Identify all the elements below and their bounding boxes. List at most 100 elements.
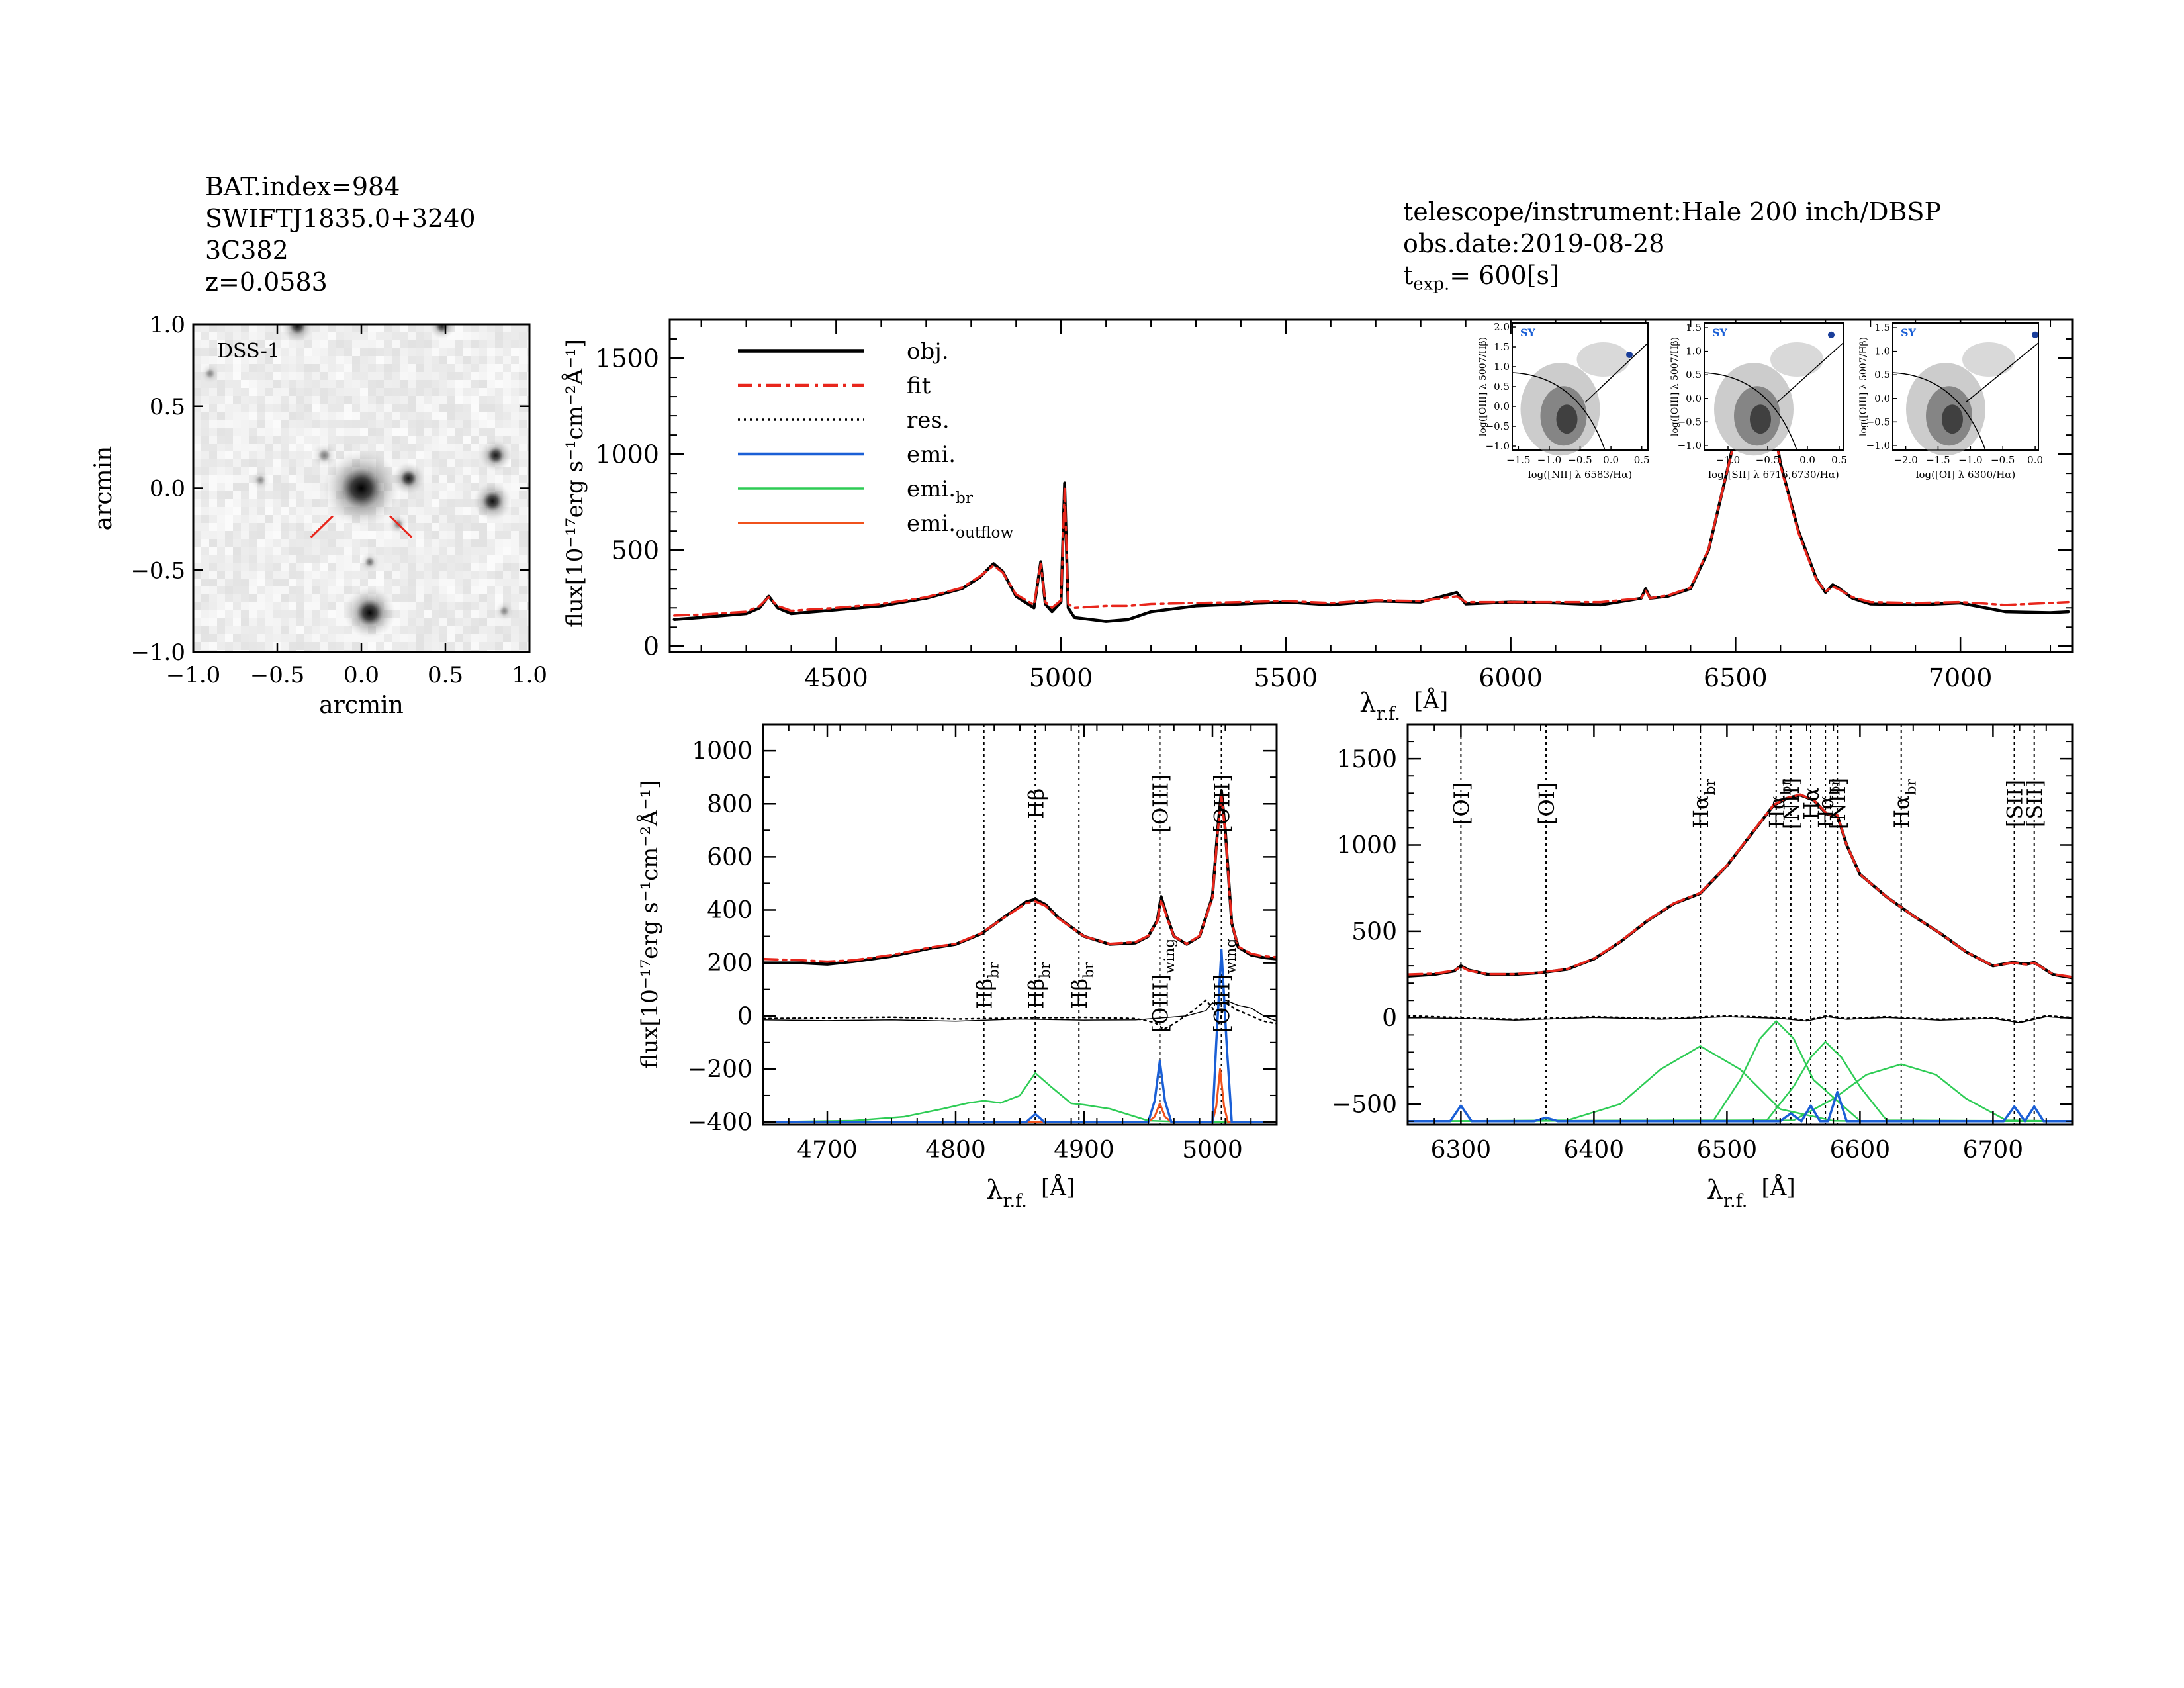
dss-noise-pixel <box>201 642 209 650</box>
dss-source <box>487 447 504 464</box>
hbeta-frame <box>762 723 1278 1126</box>
dss-noise-pixel <box>281 340 289 348</box>
hbeta-xtick-label: 4800 <box>925 1137 986 1164</box>
dss-noise-pixel <box>241 579 249 586</box>
dss-noise-pixel <box>439 372 447 380</box>
dss-noise-pixel <box>408 428 416 436</box>
dss-noise-pixel <box>209 499 217 507</box>
dss-noise-pixel <box>495 356 503 364</box>
dss-noise-pixel <box>336 428 344 436</box>
dss-noise-pixel <box>273 586 281 594</box>
dss-noise-pixel <box>241 483 249 491</box>
dss-noise-pixel <box>424 420 432 428</box>
dss-noise-pixel <box>400 618 408 626</box>
halpha-xlabel-main: λ <box>1707 1175 1723 1205</box>
dss-noise-pixel <box>527 436 529 444</box>
dss-noise-pixel <box>447 602 455 610</box>
dss-noise-pixel <box>257 348 265 356</box>
dss-noise-pixel <box>312 483 320 491</box>
halpha-xtick-label: 6400 <box>1564 1137 1625 1164</box>
dss-noise-pixel <box>400 634 408 642</box>
dss-noise-pixel <box>265 555 273 563</box>
dss-noise-pixel <box>320 404 328 412</box>
dss-noise-pixel <box>296 555 304 563</box>
dss-noise-pixel <box>320 618 328 626</box>
dss-noise-pixel <box>495 626 503 634</box>
dss-noise-pixel <box>424 586 432 594</box>
dss-noise-pixel <box>487 579 495 586</box>
dss-noise-pixel <box>225 634 233 642</box>
dss-noise-pixel <box>225 507 233 515</box>
dss-noise-pixel <box>201 499 209 507</box>
dss-noise-pixel <box>336 348 344 356</box>
dss-noise-pixel <box>312 467 320 475</box>
dss-noise-pixel <box>408 555 416 563</box>
dss-noise-pixel <box>289 356 296 364</box>
dss-noise-pixel <box>439 467 447 475</box>
dss-noise-pixel <box>241 475 249 483</box>
dss-noise-pixel <box>217 436 225 444</box>
dss-noise-pixel <box>320 555 328 563</box>
dss-noise-pixel <box>201 324 209 332</box>
dss-noise-pixel <box>328 579 336 586</box>
dss-noise-pixel <box>201 507 209 515</box>
hbeta-marker-label: [OIII]wing <box>1210 939 1240 1033</box>
dss-noise-pixel <box>384 348 392 356</box>
dss-noise-pixel <box>281 372 289 380</box>
dss-noise-pixel <box>519 459 527 467</box>
dss-noise-pixel <box>455 356 463 364</box>
dss-noise-pixel <box>479 324 487 332</box>
dss-noise-pixel <box>352 428 360 436</box>
dss-noise-pixel <box>408 332 416 340</box>
dss-noise-pixel <box>416 634 424 642</box>
dss-noise-pixel <box>439 571 447 579</box>
dss-noise-pixel <box>249 356 257 364</box>
dss-noise-pixel <box>439 483 447 491</box>
dss-noise-pixel <box>296 412 304 420</box>
dss-noise-pixel <box>368 539 376 547</box>
dss-noise-pixel <box>304 420 312 428</box>
dss-noise-pixel <box>273 420 281 428</box>
dss-noise-pixel <box>527 515 529 523</box>
dss-noise-pixel <box>320 610 328 618</box>
hbeta-xtick-label: 4700 <box>797 1137 858 1164</box>
dss-noise-pixel <box>471 332 479 340</box>
dss-noise-pixel <box>217 523 225 531</box>
dss-noise-pixel <box>400 340 408 348</box>
dss-noise-pixel <box>368 642 376 650</box>
dss-noise-pixel <box>384 388 392 396</box>
dss-noise-pixel <box>463 404 471 412</box>
dss-noise-pixel <box>241 428 249 436</box>
dss-noise-pixel <box>296 340 304 348</box>
dss-noise-pixel <box>289 626 296 634</box>
dss-noise-pixel <box>241 491 249 499</box>
bpt-density-seyfert <box>1770 342 1823 377</box>
dss-noise-pixel <box>384 571 392 579</box>
dss-noise-pixel <box>201 634 209 642</box>
dss-noise-pixel <box>416 420 424 428</box>
dss-noise-pixel <box>241 507 249 515</box>
dss-noise-pixel <box>201 586 209 594</box>
bpt-inset-2: SY−2.0 −1.5 −1.0 −0.5 0.0−1.0−0.50.00.51.01.… <box>1858 322 2043 481</box>
dss-noise-pixel <box>265 531 273 539</box>
dss-noise-pixel <box>447 586 455 594</box>
dss-noise-pixel <box>424 364 432 372</box>
dss-noise-pixel <box>336 388 344 396</box>
hbeta-marker-label-sub: br <box>985 962 1002 978</box>
hbeta-marker-label: [OIII] <box>1148 774 1173 833</box>
main-xtick-label: 6500 <box>1704 663 1768 692</box>
dss-noise-pixel <box>296 523 304 531</box>
dss-noise-pixel <box>304 412 312 420</box>
dss-noise-pixel <box>273 340 281 348</box>
dss-noise-pixel <box>352 412 360 420</box>
dss-noise-pixel <box>479 428 487 436</box>
dss-noise-pixel <box>296 404 304 412</box>
dss-noise-pixel <box>503 547 511 555</box>
dss-noise-pixel <box>384 364 392 372</box>
dss-noise-pixel <box>471 404 479 412</box>
halpha-series-obj <box>1408 793 2073 980</box>
dss-noise-pixel <box>304 436 312 444</box>
dss-noise-pixel <box>336 436 344 444</box>
dss-noise-pixel <box>265 563 273 571</box>
dss-noise-pixel <box>312 372 320 380</box>
